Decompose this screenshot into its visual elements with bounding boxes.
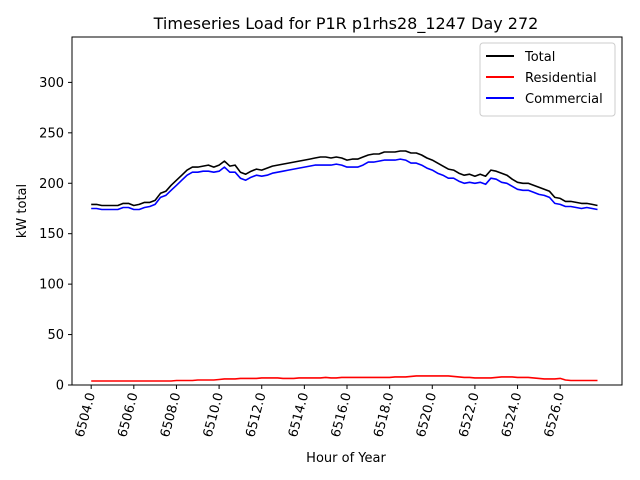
legend-label-residential: Residential bbox=[525, 71, 597, 86]
x-axis-title: Hour of Year bbox=[306, 451, 386, 466]
chart-title: Timeseries Load for P1R p1rhs28_1247 Day… bbox=[153, 14, 539, 34]
y-tick-label: 100 bbox=[39, 278, 64, 293]
y-tick-label: 250 bbox=[39, 126, 64, 141]
y-axis: 0 50 100 150 200 250 300 bbox=[39, 76, 72, 394]
y-tick-label: 300 bbox=[39, 76, 64, 91]
plot-lines bbox=[91, 150, 598, 382]
y-tick-label: 200 bbox=[39, 177, 64, 192]
series-line-residential bbox=[91, 375, 598, 382]
y-tick-label: 150 bbox=[39, 227, 64, 242]
series-line-commercial bbox=[91, 158, 598, 211]
y-tick-label: 50 bbox=[47, 328, 64, 343]
legend: Total Residential Commercial bbox=[479, 42, 616, 117]
legend-label-total: Total bbox=[524, 50, 555, 65]
y-axis-title: kW total bbox=[15, 184, 30, 238]
y-tick-label: 0 bbox=[56, 379, 64, 394]
legend-label-commercial: Commercial bbox=[525, 92, 603, 107]
series-line-total bbox=[91, 150, 598, 207]
